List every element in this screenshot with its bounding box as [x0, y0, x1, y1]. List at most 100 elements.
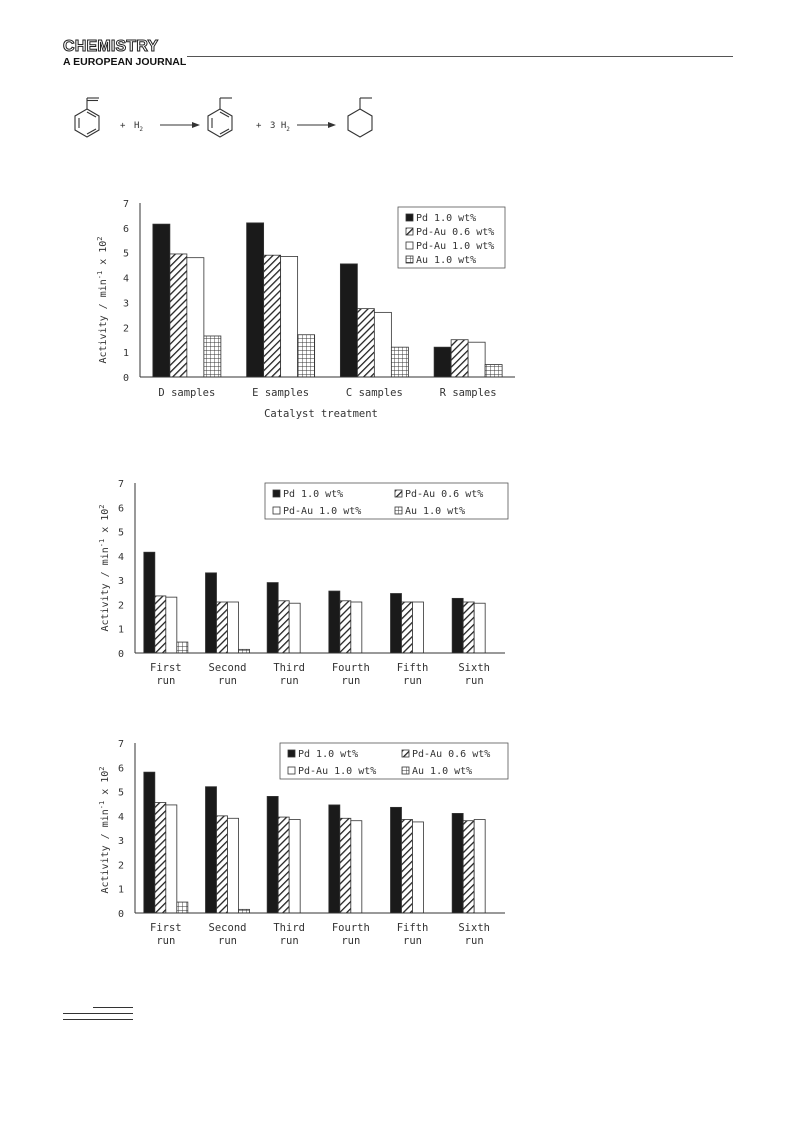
- y-tick-label: 2: [123, 323, 129, 334]
- bar-hatch: [450, 339, 469, 378]
- y-tick-label: 5: [123, 249, 129, 260]
- x-tick-label: run: [218, 935, 237, 947]
- bar-solid: [205, 786, 217, 914]
- y-tick-label: 3: [123, 298, 129, 309]
- bar-empty: [227, 601, 239, 654]
- svg-text:Activity / min-1 x 102: Activity / min-1 x 102: [96, 236, 109, 363]
- bar-solid: [390, 806, 402, 914]
- legend-label: Pd-Au 0.6 wt%: [412, 749, 490, 760]
- x-tick-label: Fourth: [332, 662, 370, 674]
- legend-swatch: [394, 506, 403, 515]
- y-axis-label: Activity / min-1 x 102: [98, 766, 111, 893]
- x-tick-label: run: [403, 675, 422, 687]
- y-tick-label: 4: [118, 812, 124, 823]
- bar-hatch: [339, 600, 352, 654]
- bar-hatch: [462, 820, 475, 914]
- bar-grid: [484, 364, 503, 378]
- y-tick-label: 0: [118, 649, 124, 660]
- legend-swatch: [405, 227, 414, 236]
- bar-hatch: [277, 816, 290, 914]
- bar-solid: [390, 593, 402, 654]
- x-tick-label: run: [280, 675, 299, 687]
- journal-masthead: CHEMISTRY A EUROPEAN JOURNAL: [62, 38, 733, 70]
- x-tick-label: C samples: [346, 387, 403, 399]
- legend-label: Pd 1.0 wt%: [298, 749, 358, 760]
- legend-box: [264, 482, 509, 520]
- plus-sign-1: +: [120, 121, 126, 131]
- bar-solid: [328, 590, 341, 654]
- legend-swatch: [287, 766, 296, 775]
- x-tick-label: run: [465, 675, 484, 687]
- legend-swatch: [272, 489, 281, 498]
- bar-hatch: [462, 601, 475, 654]
- ethylbenzene-molecule: [207, 97, 233, 138]
- x-tick-label: run: [341, 935, 360, 947]
- y-tick-label: 2: [118, 860, 124, 871]
- bar-solid: [433, 346, 452, 378]
- y-tick-label: 1: [118, 885, 124, 896]
- y-tick-label: 6: [118, 763, 124, 774]
- x-tick-label: Sixth: [458, 922, 490, 934]
- bar-empty: [473, 819, 486, 914]
- y-tick-label: 6: [118, 503, 124, 514]
- bar-hatch: [401, 601, 413, 654]
- y-tick-label: 6: [123, 224, 129, 235]
- reaction-scheme: + H2 + 3 H2: [74, 97, 373, 138]
- x-tick-label: run: [280, 935, 299, 947]
- x-tick-label: First: [150, 922, 182, 934]
- legend-label: Pd-Au 1.0 wt%: [416, 241, 494, 252]
- y-tick-label: 4: [118, 552, 124, 563]
- legend-label: Pd 1.0 wt%: [416, 213, 476, 224]
- legend-swatch: [401, 766, 410, 775]
- hydrogen-label: H2: [134, 121, 143, 133]
- bar-solid: [143, 771, 156, 914]
- y-tick-label: 1: [118, 625, 124, 636]
- footer-rules: [63, 1007, 133, 1020]
- y-tick-label: 7: [118, 479, 124, 490]
- bar-hatch: [401, 819, 413, 914]
- reaction-arrow-1: [160, 122, 200, 128]
- x-tick-label: run: [341, 675, 360, 687]
- journal-subtitle: A EUROPEAN JOURNAL: [63, 56, 187, 68]
- x-tick-label: First: [150, 662, 182, 674]
- bar-empty: [373, 311, 392, 378]
- bar-hatch: [154, 802, 167, 914]
- bar-empty: [165, 596, 178, 654]
- bar-empty: [412, 821, 424, 914]
- bar-grid: [176, 901, 189, 914]
- bar-grid: [176, 641, 189, 654]
- x-tick-label: Third: [273, 922, 305, 934]
- legend-swatch: [287, 749, 296, 758]
- reaction-arrow-2: [297, 122, 336, 128]
- y-tick-label: 7: [123, 199, 129, 210]
- x-tick-label: Third: [273, 662, 305, 674]
- bar-hatch: [216, 601, 228, 654]
- x-tick-label: run: [218, 675, 237, 687]
- x-tick-label: Fifth: [397, 922, 429, 934]
- x-axis-label: Catalyst treatment: [264, 408, 378, 420]
- legend-label: Au 1.0 wt%: [416, 255, 476, 266]
- bar-solid: [205, 572, 217, 654]
- bar-hatch: [169, 253, 188, 378]
- legend-label: Pd-Au 0.6 wt%: [416, 227, 494, 238]
- bar-empty: [288, 819, 301, 914]
- bar-empty: [280, 256, 299, 378]
- legend-label: Pd-Au 1.0 wt%: [298, 766, 376, 777]
- legend-swatch: [405, 213, 414, 222]
- legend-label: Pd-Au 0.6 wt%: [405, 489, 483, 500]
- bar-empty: [350, 820, 363, 914]
- y-tick-label: 1: [123, 348, 129, 359]
- x-tick-label: run: [156, 935, 175, 947]
- svg-text:Activity / min-1 x 102: Activity / min-1 x 102: [98, 766, 111, 893]
- bar-hatch: [263, 254, 282, 378]
- legend-swatch: [405, 241, 414, 250]
- header-rule: [187, 56, 733, 57]
- bar-hatch: [277, 600, 290, 654]
- y-tick-label: 4: [123, 274, 129, 285]
- bar-hatch: [339, 817, 352, 914]
- bar-empty: [186, 257, 205, 378]
- bar-grid: [203, 335, 222, 378]
- legend-label: Pd-Au 1.0 wt%: [283, 506, 361, 517]
- y-tick-label: 3: [118, 836, 124, 847]
